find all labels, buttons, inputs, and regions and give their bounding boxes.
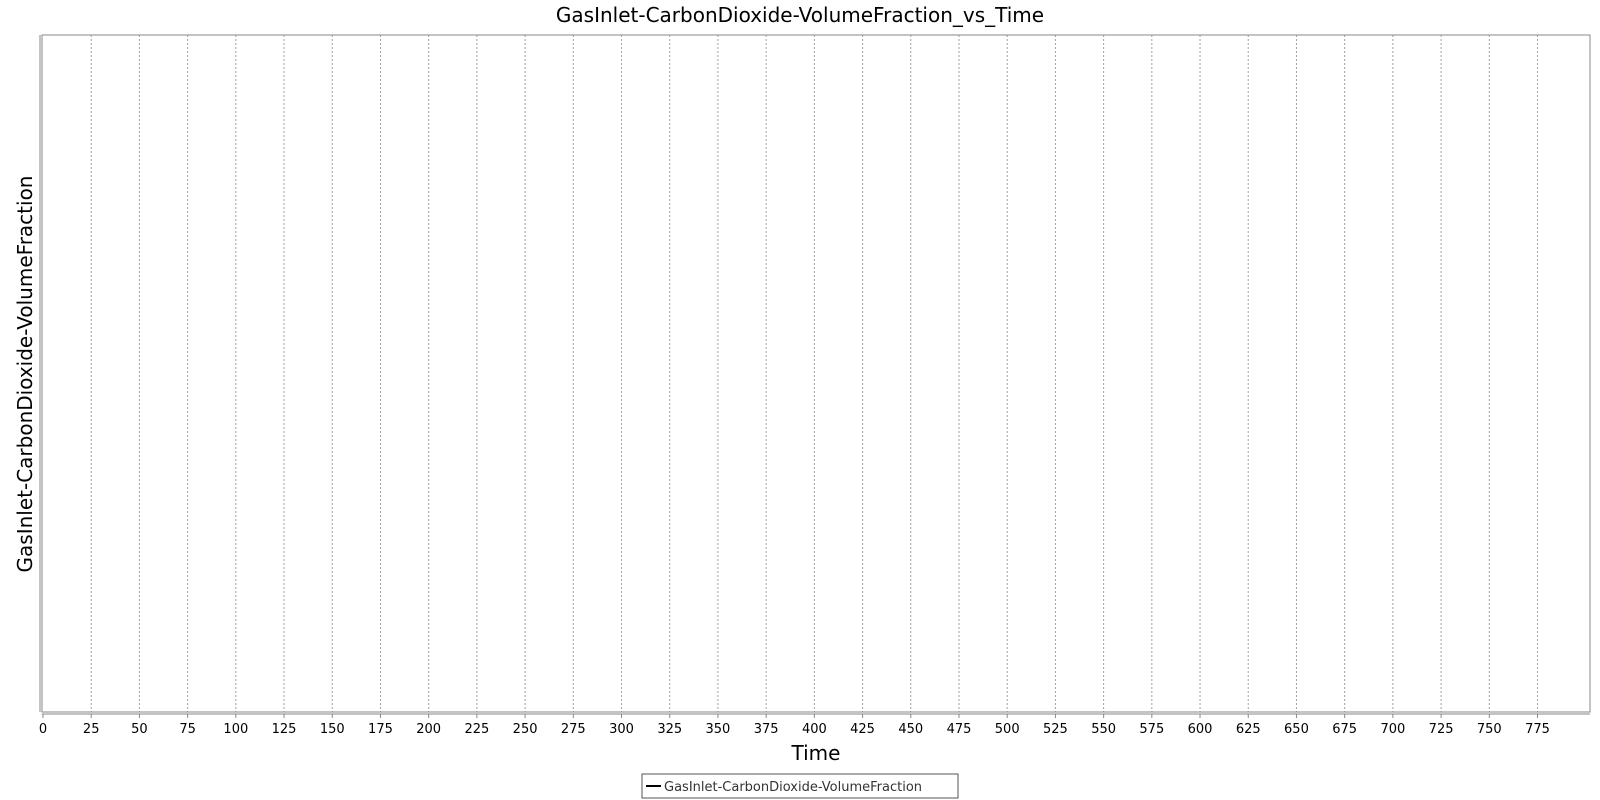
y-axis-label: GasInlet-CarbonDioxide-VolumeFraction (13, 176, 37, 573)
x-tick-label: 775 (1525, 722, 1550, 737)
x-tick-label: 525 (1043, 722, 1068, 737)
legend: GasInlet-CarbonDioxide-VolumeFraction (641, 773, 959, 799)
x-tick-label: 575 (1139, 722, 1164, 737)
x-tick-label: 425 (850, 722, 875, 737)
x-tick-label: 125 (272, 722, 297, 737)
x-tick-label: 225 (464, 722, 489, 737)
x-tick-label: 450 (898, 722, 923, 737)
x-tick-label: 400 (802, 722, 827, 737)
x-tick-label: 500 (995, 722, 1020, 737)
x-tick-label: 725 (1429, 722, 1454, 737)
x-tick-label: 275 (561, 722, 586, 737)
chart-title: GasInlet-CarbonDioxide-VolumeFraction_vs… (556, 3, 1044, 27)
x-tick-label: 750 (1477, 722, 1502, 737)
x-tick-label: 475 (947, 722, 972, 737)
x-tick-label: 250 (513, 722, 538, 737)
x-tick-label: 50 (131, 722, 148, 737)
x-axis-ticks: 0 25 50 75 100 125 150 175 200 225 250 275 300 325 350… (39, 714, 1550, 737)
x-tick-label: 325 (657, 722, 682, 737)
plot-area (41, 34, 1591, 713)
x-tick-label: 375 (754, 722, 779, 737)
x-tick-label: 75 (179, 722, 196, 737)
x-tick-label: 200 (416, 722, 441, 737)
x-tick-label: 0 (39, 722, 47, 737)
x-tick-label: 675 (1332, 722, 1357, 737)
x-tick-label: 600 (1188, 722, 1213, 737)
x-tick-label: 300 (609, 722, 634, 737)
x-tick-label: 550 (1091, 722, 1116, 737)
legend-label: GasInlet-CarbonDioxide-VolumeFraction (664, 780, 922, 795)
x-tick-label: 25 (83, 722, 100, 737)
x-tick-label: 175 (368, 722, 393, 737)
x-tick-label: 625 (1236, 722, 1261, 737)
x-tick-label: 350 (706, 722, 731, 737)
x-tick-label: 100 (223, 722, 248, 737)
x-tick-label: 700 (1380, 722, 1405, 737)
x-tick-label: 650 (1284, 722, 1309, 737)
x-axis-label: Time (791, 741, 841, 765)
gridlines (90, 35, 1539, 712)
x-tick-label: 150 (320, 722, 345, 737)
legend-box (641, 773, 959, 799)
